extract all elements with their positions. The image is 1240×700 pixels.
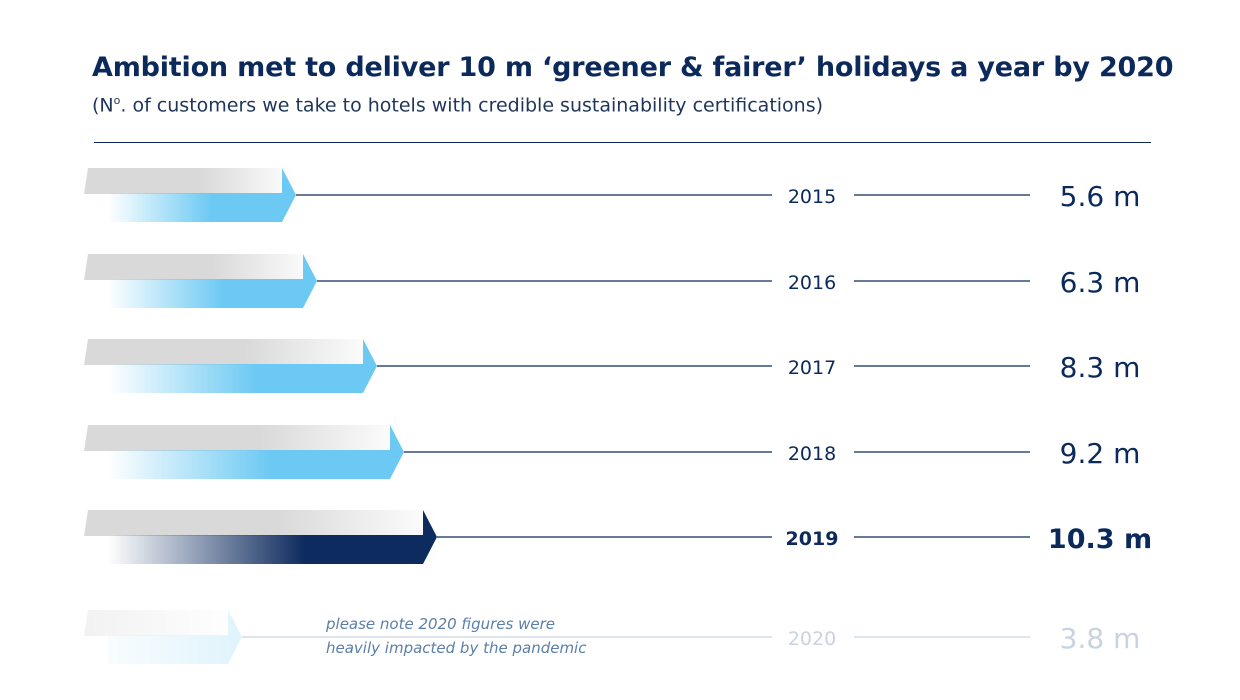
subtitle-superscript: o — [113, 94, 121, 107]
value-label-2017: 8.3 m — [1060, 351, 1141, 384]
arrow-bar-2017 — [108, 339, 377, 393]
chart-row-2016: 2016 6.3 m — [84, 254, 1140, 308]
arrow-bar-2020 — [108, 610, 242, 664]
grey-track-2019 — [84, 510, 437, 536]
year-label-2016: 2016 — [788, 272, 836, 294]
chart-row-2017: 2017 8.3 m — [84, 339, 1140, 393]
chart-row-2020: 2020 3.8 m — [84, 610, 1140, 664]
subtitle-text: . of customers we take to hotels with cr… — [120, 94, 824, 117]
year-label-2017: 2017 — [788, 357, 836, 379]
value-label-2015: 5.6 m — [1060, 180, 1141, 213]
grey-track-2020 — [84, 610, 242, 636]
arrow-bar-2015 — [108, 168, 296, 222]
year-label-2015: 2015 — [788, 186, 836, 208]
year-label-2018: 2018 — [788, 443, 836, 465]
chart-row-2015: 2015 5.6 m — [84, 168, 1140, 222]
chart-rows: 2015 5.6 m 2016 6.3 m 2017 8.3 m 2018 9.2 m 2019… — [84, 168, 1152, 664]
title-divider — [94, 142, 1151, 143]
grey-track-2016 — [84, 254, 317, 280]
value-label-2019: 10.3 m — [1048, 524, 1152, 555]
chart-title: Ambition met to deliver 10 m ‘greener & … — [92, 52, 1174, 83]
value-label-2016: 6.3 m — [1060, 266, 1141, 299]
chart-row-2019: 2019 10.3 m — [84, 510, 1152, 564]
pandemic-note: please note 2020 figures were heavily im… — [326, 612, 586, 660]
arrow-bar-2016 — [108, 254, 317, 308]
chart-subtitle: (No. of customers we take to hotels with… — [92, 94, 823, 116]
subtitle-prefix: (N — [92, 94, 114, 117]
grey-track-2015 — [84, 168, 296, 194]
grey-track-2018 — [84, 425, 404, 451]
chart-row-2018: 2018 9.2 m — [84, 425, 1140, 479]
pandemic-note-line-1: please note 2020 figures were — [326, 615, 556, 633]
grey-track-2017 — [84, 339, 377, 365]
arrow-bar-2019 — [108, 510, 437, 564]
year-label-2020: 2020 — [788, 628, 836, 650]
value-label-2018: 9.2 m — [1060, 437, 1141, 470]
arrow-bar-2018 — [108, 425, 404, 479]
pandemic-note-line-2: heavily impacted by the pandemic — [326, 639, 587, 657]
value-label-2020: 3.8 m — [1060, 622, 1141, 655]
year-label-2019: 2019 — [786, 528, 839, 550]
